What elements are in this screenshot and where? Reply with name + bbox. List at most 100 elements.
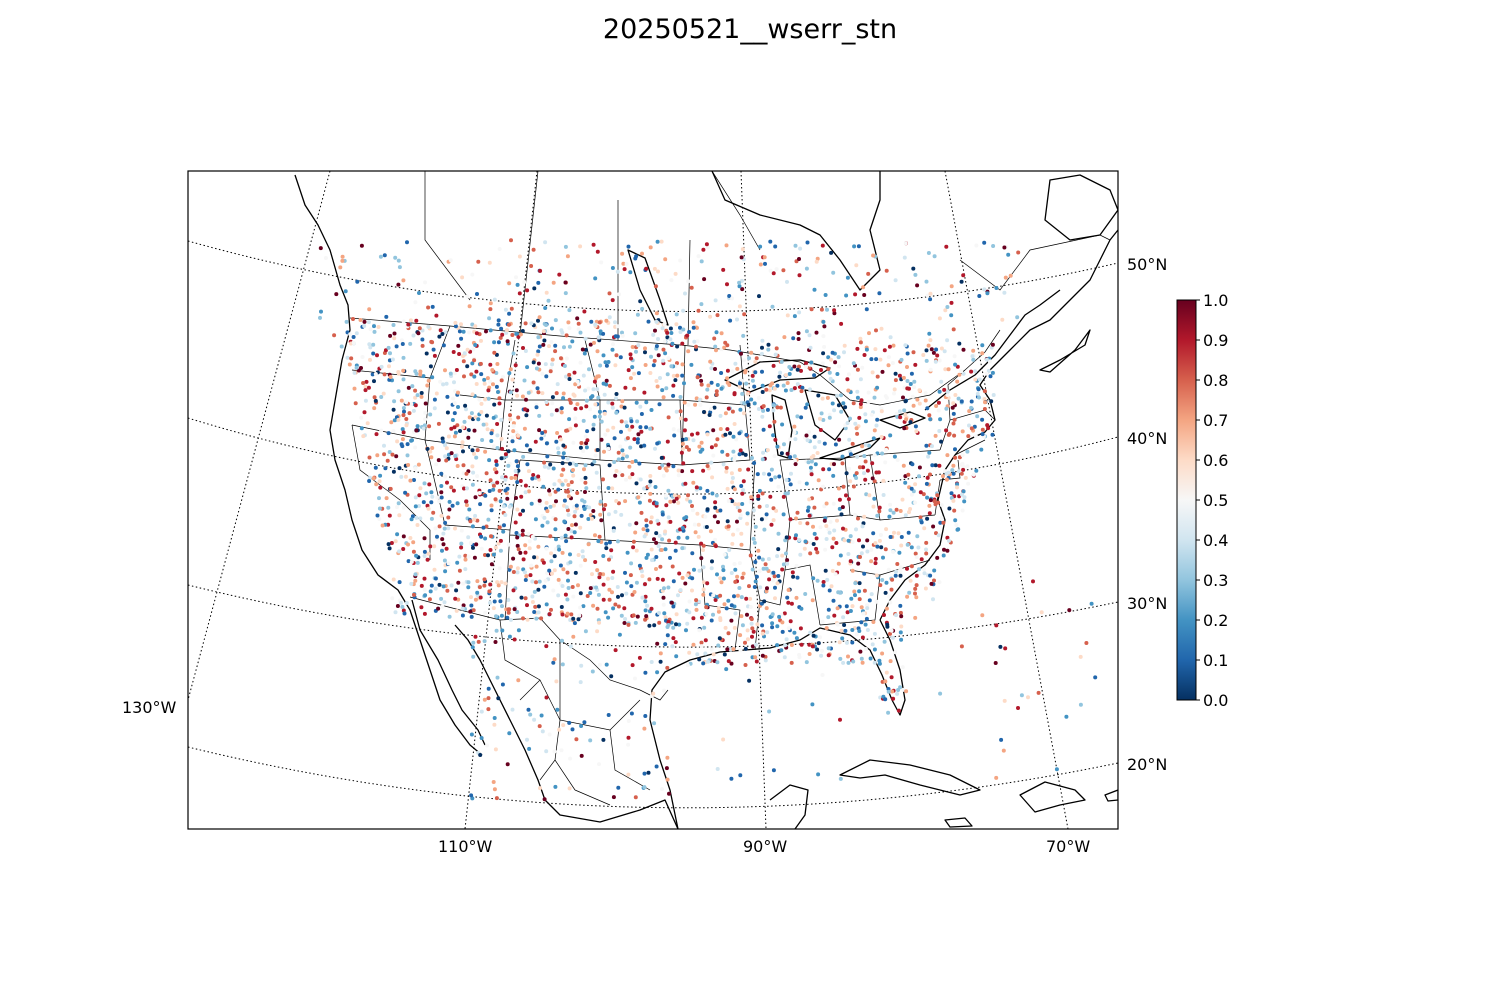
- station-point: [696, 308, 701, 313]
- station-point: [471, 470, 476, 475]
- station-point: [804, 329, 809, 334]
- station-point: [647, 577, 652, 582]
- station-point: [925, 406, 930, 411]
- station-point: [447, 614, 452, 619]
- station-point: [899, 637, 904, 642]
- station-point: [353, 401, 358, 406]
- station-point: [951, 421, 956, 426]
- station-point: [510, 439, 515, 444]
- station-point: [516, 628, 521, 633]
- station-point: [493, 545, 498, 550]
- station-point: [937, 463, 942, 468]
- station-point: [951, 327, 956, 332]
- station-point: [634, 481, 639, 486]
- station-point: [425, 557, 430, 562]
- station-point: [482, 377, 487, 382]
- station-point: [932, 578, 936, 583]
- station-point: [626, 719, 631, 723]
- station-point: [967, 409, 972, 414]
- station-point: [653, 485, 658, 489]
- station-point: [1001, 748, 1006, 753]
- station-point: [444, 446, 449, 451]
- station-point: [726, 524, 731, 529]
- station-point: [949, 491, 954, 496]
- station-point: [826, 653, 831, 658]
- station-point: [726, 659, 731, 664]
- station-point: [709, 445, 714, 450]
- station-point: [676, 473, 681, 478]
- station-point: [433, 586, 438, 591]
- station-point: [406, 385, 411, 390]
- station-point: [990, 342, 995, 347]
- station-point: [692, 567, 696, 572]
- station-point: [769, 477, 774, 482]
- map-frame: [187, 170, 1119, 830]
- station-point: [888, 535, 893, 539]
- station-point: [759, 517, 764, 522]
- station-point: [869, 412, 874, 417]
- station-point: [455, 464, 460, 468]
- station-point: [783, 388, 788, 393]
- station-point: [709, 380, 714, 385]
- station-point: [857, 415, 862, 420]
- station-point: [401, 377, 406, 382]
- station-point: [764, 387, 769, 392]
- station-point: [714, 330, 719, 335]
- station-point: [432, 397, 437, 402]
- station-point: [448, 258, 453, 263]
- station-point: [822, 504, 827, 509]
- station-point: [803, 592, 808, 596]
- station-point: [1006, 252, 1011, 257]
- station-point: [576, 553, 581, 557]
- station-point: [477, 397, 482, 402]
- station-point: [361, 434, 366, 439]
- station-point: [897, 373, 902, 378]
- station-point: [913, 586, 918, 591]
- station-point: [588, 342, 593, 347]
- station-point: [475, 292, 479, 296]
- puerto-rico: [1104, 789, 1118, 802]
- station-point: [495, 446, 500, 450]
- station-point: [905, 542, 910, 547]
- station-point: [898, 685, 903, 690]
- station-point: [584, 486, 589, 491]
- station-point: [697, 444, 702, 449]
- station-point: [750, 567, 755, 572]
- station-point: [606, 576, 610, 581]
- station-point: [680, 362, 685, 367]
- station-point: [548, 492, 553, 497]
- station-point: [730, 296, 735, 301]
- station-point: [578, 591, 583, 596]
- station-point: [588, 738, 593, 743]
- station-point: [809, 459, 814, 464]
- station-point: [479, 546, 484, 551]
- station-point: [678, 416, 683, 421]
- station-point: [474, 455, 479, 460]
- station-point: [449, 426, 454, 431]
- station-point: [489, 503, 494, 508]
- station-point: [877, 658, 882, 663]
- station-point: [684, 445, 689, 450]
- station-point: [596, 592, 601, 597]
- station-point: [799, 606, 804, 611]
- station-point: [367, 342, 372, 347]
- station-point: [1016, 706, 1020, 710]
- station-point: [679, 450, 684, 455]
- station-point: [513, 475, 518, 480]
- station-point: [866, 399, 871, 404]
- station-point: [872, 647, 877, 652]
- station-point: [769, 522, 774, 527]
- station-point: [590, 669, 595, 674]
- station-point: [472, 358, 477, 363]
- station-point: [581, 449, 586, 454]
- station-point: [959, 644, 964, 649]
- station-point: [771, 506, 776, 511]
- station-point: [397, 549, 402, 554]
- station-point: [406, 463, 411, 467]
- station-point: [565, 570, 570, 575]
- station-point: [459, 322, 463, 327]
- station-point: [527, 539, 532, 544]
- station-point: [598, 572, 603, 576]
- station-point: [494, 384, 499, 389]
- station-point: [837, 640, 842, 645]
